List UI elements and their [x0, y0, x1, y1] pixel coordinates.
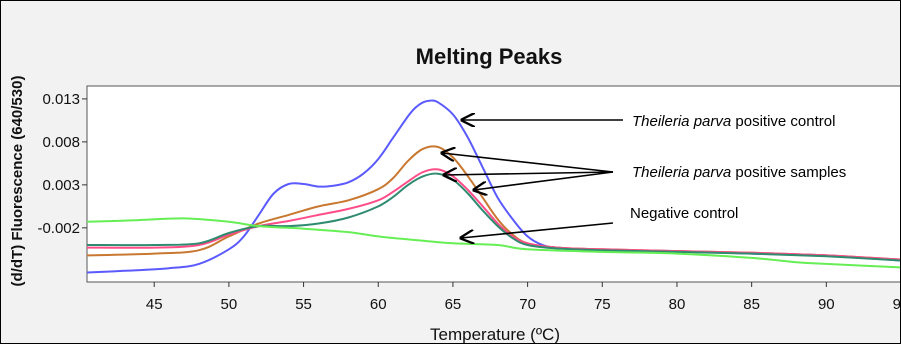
x-tick-label: 45 — [146, 296, 163, 313]
x-tick-label: 90 — [818, 296, 835, 313]
y-tick-label: 0.008 — [42, 134, 80, 151]
annotation-2-italic: Theileria parva — [632, 164, 731, 181]
svg-text:Theileria parva positive sampl: Theileria parva positive samples — [632, 164, 846, 181]
x-tick-label: 75 — [594, 296, 611, 313]
x-axis-label: Temperature (ºC) — [430, 325, 560, 343]
x-tick-label: 85 — [743, 296, 760, 313]
data-series — [87, 99, 900, 274]
y-tick-label: 0.013 — [42, 91, 80, 108]
series-line-5 — [87, 217, 900, 269]
annotation-3-text: Negative control — [630, 205, 738, 222]
annotation-2-text: positive samples — [731, 164, 846, 181]
annotation-1-italic: Theileria parva — [632, 113, 731, 130]
x-tick-label: 60 — [370, 296, 387, 313]
arrow-positive-samples-2 — [444, 172, 614, 175]
annotation-positive-samples: Theileria parva positive samples — [442, 153, 846, 190]
svg-text:Theileria parva positive contr: Theileria parva positive control — [632, 113, 835, 130]
y-axis-label: (d/dT) Fluorescence (640/530) — [9, 76, 26, 287]
y-tick-label: 0.003 — [42, 177, 80, 194]
arrow-positive-samples-3 — [474, 171, 614, 190]
plot-area — [86, 85, 900, 283]
x-tick-label: 55 — [295, 296, 312, 313]
x-tick-label: 70 — [519, 296, 536, 313]
arrow-positive-samples-1 — [442, 153, 614, 173]
x-tick-label: 80 — [669, 296, 686, 313]
annotation-1-text: positive control — [731, 113, 835, 130]
y-tick-label: -0.002 — [37, 220, 80, 237]
axis-ticks: 45 50 55 60 65 70 75 80 85 90 95 0.013 0.008 0.003 -0.… — [37, 91, 900, 313]
annotation-positive-control: Theileria parva positive control — [462, 113, 835, 130]
annotation-negative-control: Negative control — [461, 205, 738, 238]
arrow-negative-control — [461, 222, 614, 238]
x-tick-label: 95 — [893, 296, 900, 313]
x-tick-label: 50 — [221, 296, 238, 313]
x-tick-label: 65 — [445, 296, 462, 313]
chart-title: Melting Peaks — [416, 44, 563, 69]
